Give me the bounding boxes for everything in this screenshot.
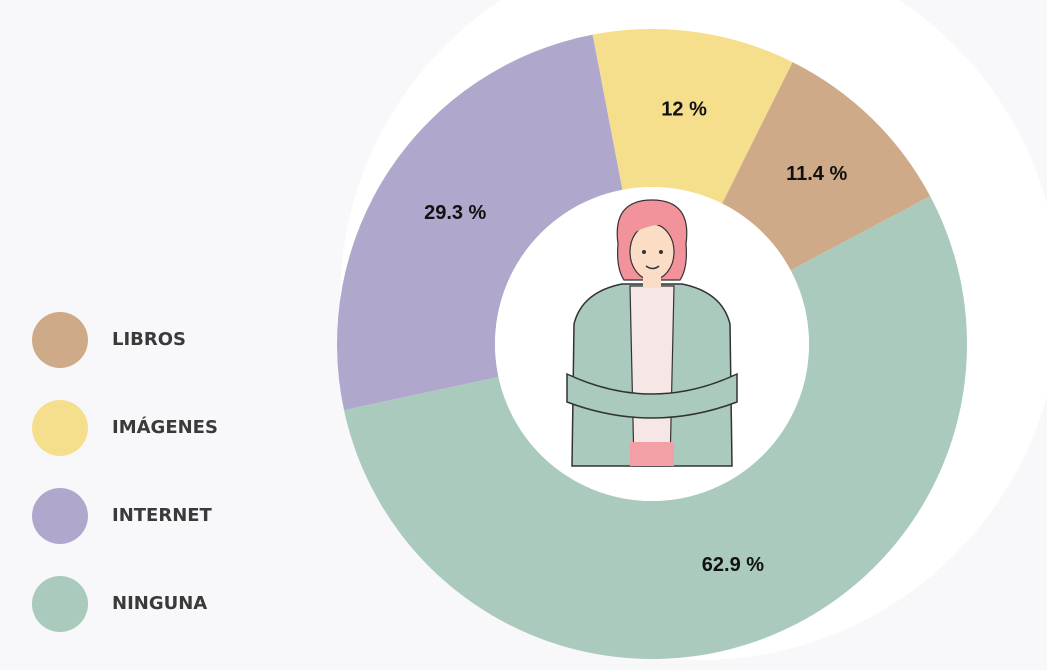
illustration <box>566 199 738 467</box>
legend: LIBROS IMÁGENES INTERNET NINGUNA <box>32 312 218 632</box>
legend-swatch <box>32 488 88 544</box>
legend-label: NINGUNA <box>112 593 207 614</box>
legend-label: INTERNET <box>112 505 213 526</box>
donut <box>337 29 968 660</box>
legend-swatch <box>32 400 88 456</box>
data-label: 12 % <box>661 98 707 120</box>
donut-slice <box>344 196 968 660</box>
legend-swatch <box>32 576 88 632</box>
donut-slice <box>592 29 793 204</box>
legend-swatch <box>32 312 88 368</box>
donut-slice <box>337 34 623 411</box>
donut-slice <box>722 62 931 271</box>
legend-label: IMÁGENES <box>112 416 218 438</box>
data-label: 29.3 % <box>424 202 486 224</box>
data-label: 62.9 % <box>702 554 764 576</box>
data-label: 11.4 % <box>786 163 847 185</box>
legend-label: LIBROS <box>112 329 186 350</box>
